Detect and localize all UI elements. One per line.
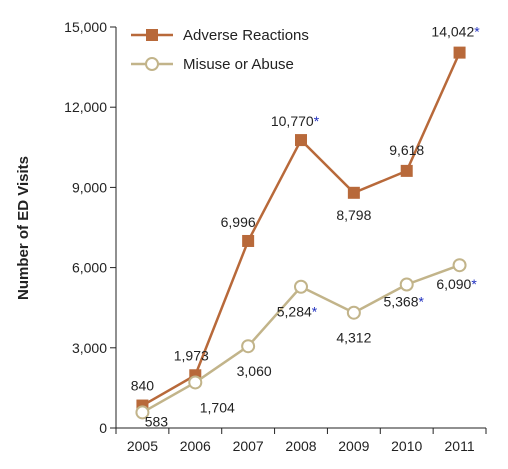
- significance-asterisk: *: [312, 304, 318, 320]
- x-tick-label: 2007: [233, 438, 264, 454]
- data-label: 1,973: [174, 347, 209, 363]
- legend-marker: [146, 29, 158, 41]
- x-tick-label: 2005: [127, 438, 158, 454]
- y-tick-label: 12,000: [64, 99, 107, 115]
- y-axis-label: Number of ED Visits: [15, 156, 32, 300]
- data-point: [453, 46, 466, 59]
- series-layer: [135, 46, 467, 420]
- data-label: 10,770*: [271, 113, 320, 129]
- data-label: 583: [145, 413, 169, 429]
- data-label: 8,798: [336, 207, 371, 223]
- data-point: [241, 339, 256, 354]
- data-label: 5,368*: [383, 293, 424, 309]
- y-tick-label: 15,000: [64, 19, 107, 35]
- legend: Adverse Reactions Misuse or Abuse: [131, 27, 309, 73]
- series-1: [135, 258, 467, 420]
- data-point: [399, 277, 414, 292]
- legend-marker: [145, 57, 159, 71]
- significance-asterisk: *: [314, 113, 320, 129]
- legend-label: Misuse or Abuse: [183, 56, 294, 73]
- data-point: [452, 258, 467, 273]
- data-label: 14,042*: [431, 24, 480, 40]
- data-point: [346, 305, 361, 320]
- significance-asterisk: *: [419, 293, 425, 309]
- data-labels: 840 1,973 6,996 10,770* 8,798 9,618 14,042* 583…: [131, 24, 481, 430]
- data-label: 9,618: [389, 142, 424, 158]
- data-point: [347, 186, 360, 199]
- x-tick-label: 2008: [285, 438, 316, 454]
- y-tick-label: 9,000: [72, 179, 107, 195]
- y-tick-label: 0: [99, 420, 107, 436]
- data-point: [188, 375, 203, 390]
- y-tick-label: 6,000: [72, 260, 107, 276]
- data-point: [135, 405, 150, 420]
- data-point: [294, 279, 308, 294]
- x-tick-label: 2009: [338, 438, 369, 454]
- legend-item-1: Misuse or Abuse: [131, 56, 294, 73]
- data-label: 5,284*: [277, 304, 318, 320]
- data-point: [400, 164, 413, 177]
- data-label: 840: [131, 378, 155, 394]
- legend-label: Adverse Reactions: [183, 27, 309, 44]
- x-tick-label: 2006: [180, 438, 211, 454]
- data-point: [295, 134, 307, 147]
- data-label: 3,060: [237, 363, 272, 379]
- significance-asterisk: *: [471, 276, 477, 292]
- legend-item-0: Adverse Reactions: [131, 27, 309, 44]
- axes: 0 3,000 6,000 9,000 12,000 15,000 2005 2006 2007…: [64, 19, 487, 454]
- data-label: 4,312: [336, 330, 371, 346]
- y-tick-label: 3,000: [72, 340, 107, 356]
- data-label: 1,704: [200, 399, 235, 415]
- x-tick-label: 2010: [391, 438, 422, 454]
- x-tick-label: 2011: [445, 438, 475, 454]
- data-point: [242, 234, 255, 247]
- data-label: 6,090*: [436, 276, 477, 292]
- significance-asterisk: *: [474, 24, 480, 40]
- data-label: 6,996: [221, 214, 256, 230]
